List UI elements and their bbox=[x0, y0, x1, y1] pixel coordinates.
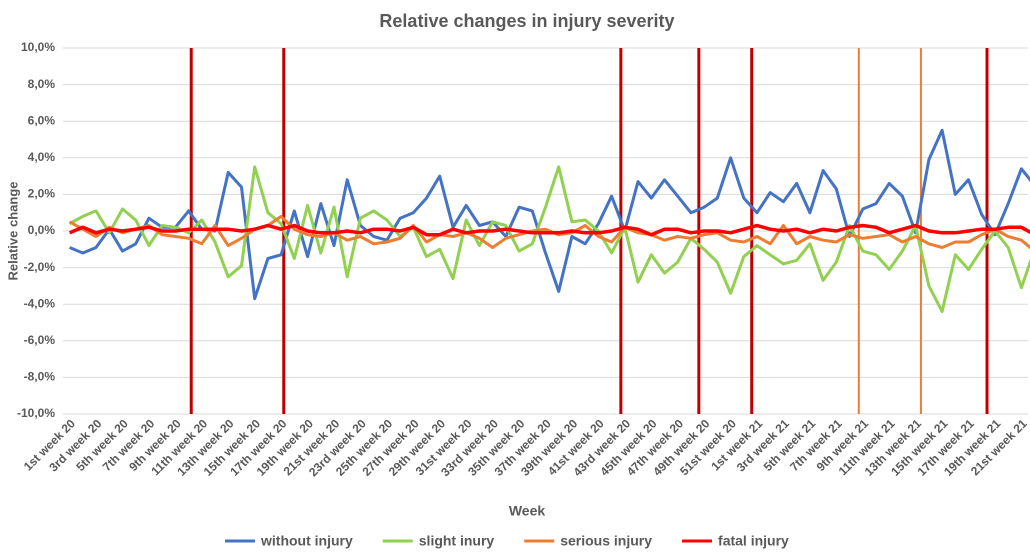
y-tick-label: 8,0% bbox=[28, 77, 56, 91]
legend-label: serious injury bbox=[560, 533, 652, 549]
y-tick-label: -6,0% bbox=[24, 333, 56, 347]
y-tick-label: 4,0% bbox=[28, 150, 56, 164]
series-line bbox=[68, 165, 1030, 313]
y-tick-label: -8,0% bbox=[24, 370, 56, 384]
x-axis-label: Week bbox=[509, 503, 546, 519]
y-tick-label: 2,0% bbox=[28, 187, 56, 201]
y-tick-label: 0,0% bbox=[28, 223, 56, 237]
chart-title: Relative changes in injury severity bbox=[379, 11, 674, 31]
legend-label: slight inury bbox=[419, 533, 495, 549]
y-axis-label: Relative change bbox=[5, 182, 20, 281]
series-line bbox=[69, 128, 1030, 301]
legend-label: fatal injury bbox=[718, 533, 789, 549]
legend-label: without injury bbox=[260, 533, 353, 549]
y-tick-label: -4,0% bbox=[24, 296, 56, 310]
y-tick-label: 6,0% bbox=[28, 113, 56, 127]
y-tick-label: -2,0% bbox=[24, 260, 56, 274]
y-tick-label: 10,0% bbox=[21, 40, 55, 54]
series-line bbox=[68, 223, 1030, 237]
y-tick-label: -10,0% bbox=[17, 406, 55, 420]
